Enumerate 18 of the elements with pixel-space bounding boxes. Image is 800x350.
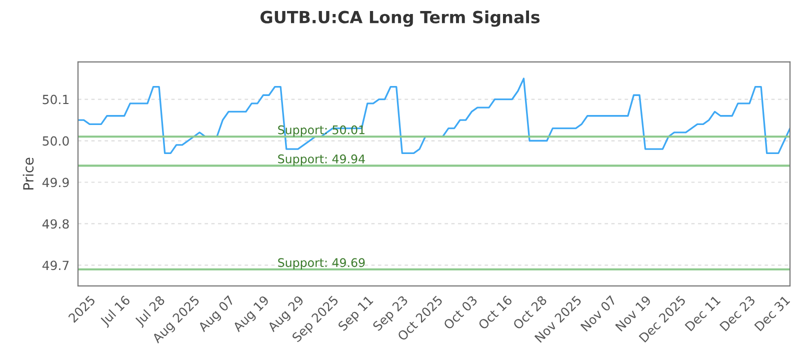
x-tick-label: Oct 28 (512, 295, 548, 330)
x-tick-label: Dec 11 (684, 295, 721, 332)
y-tick-label: 50.1 (42, 94, 69, 104)
line-series (78, 78, 790, 154)
y-tick-label: 49.8 (42, 219, 69, 229)
y-axis-title: Price (22, 158, 34, 190)
y-tick-label: 50.0 (42, 136, 69, 146)
x-tick-label: Oct 16 (478, 294, 513, 330)
x-tick-label: Jul 28 (134, 294, 167, 328)
ref-line-label: Support: 49.69 (278, 258, 365, 270)
x-tick-label: Aug 07 (197, 295, 236, 334)
y-tick-label: 49.9 (42, 178, 69, 188)
x-tick-label: Dec 31 (754, 295, 790, 332)
x-tick-label: Oct 03 (442, 295, 478, 330)
y-tick-label: 49.7 (42, 260, 69, 270)
ref-line-label: Support: 49.94 (278, 154, 365, 166)
chart-title: GUTB.U:CA Long Term Signals (260, 10, 540, 27)
x-tick-label: Jul 16 (99, 294, 132, 328)
